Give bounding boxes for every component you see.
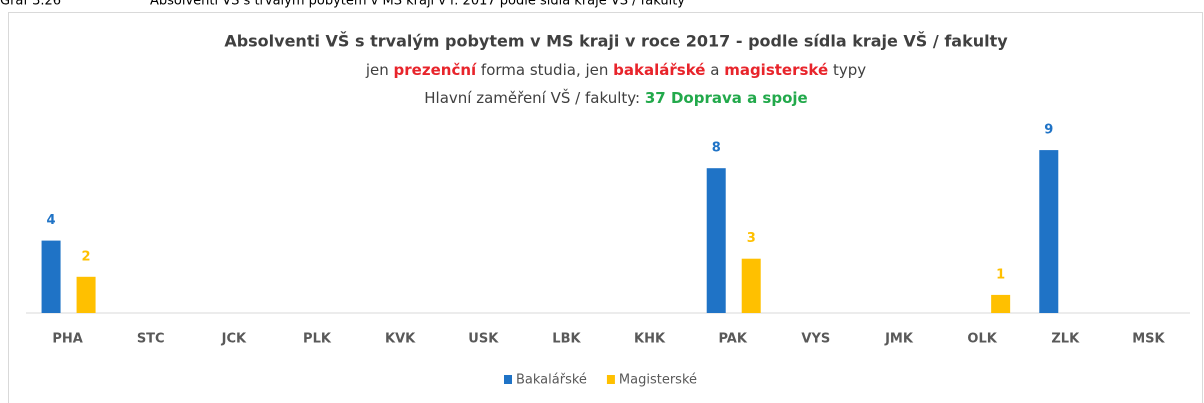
x-tick-label: STC bbox=[137, 332, 165, 347]
x-tick-label: JCK bbox=[221, 332, 247, 347]
chart-subtitle: jen prezenční forma studia, jen bakalářs… bbox=[365, 61, 866, 79]
x-tick-label: USK bbox=[468, 332, 499, 347]
text-part: 37 Doprava a spoje bbox=[645, 89, 808, 107]
bar bbox=[706, 168, 726, 313]
legend-swatch bbox=[504, 375, 512, 384]
chart-frame bbox=[8, 12, 1203, 403]
x-tick-label: PHA bbox=[52, 332, 82, 347]
text-part: magisterské bbox=[724, 61, 828, 79]
text-part: Hlavní zaměření VŠ / fakulty: bbox=[424, 88, 645, 107]
text-part: prezenční bbox=[394, 61, 477, 79]
bar bbox=[741, 258, 761, 313]
data-label: 4 bbox=[47, 213, 56, 228]
x-tick-label: ZLK bbox=[1051, 332, 1080, 347]
x-tick-label: JMK bbox=[884, 332, 914, 347]
x-tick-label: MSK bbox=[1132, 332, 1165, 347]
x-tick-label: VYS bbox=[801, 332, 830, 347]
text-part: bakalářské bbox=[613, 61, 705, 79]
x-tick-label: LBK bbox=[552, 332, 581, 347]
text-part: a bbox=[705, 61, 724, 79]
x-tick-label: OLK bbox=[967, 332, 997, 347]
bar bbox=[991, 294, 1011, 313]
bar bbox=[76, 276, 96, 313]
text-part: typy bbox=[828, 61, 866, 79]
legend-swatch bbox=[606, 375, 615, 384]
legend-label: Magisterské bbox=[619, 373, 697, 388]
data-label: 1 bbox=[996, 267, 1005, 282]
text-part: forma studia, jen bbox=[476, 61, 613, 79]
bar bbox=[1039, 150, 1059, 313]
x-tick-label: KVK bbox=[385, 332, 416, 347]
caption-number: Graf 3.26 bbox=[0, 0, 61, 9]
text-part: jen bbox=[365, 61, 394, 79]
x-tick-label: PAK bbox=[718, 332, 747, 347]
bar bbox=[41, 240, 61, 313]
x-tick-label: KHK bbox=[634, 332, 666, 347]
legend-label: Bakalářské bbox=[516, 373, 587, 388]
data-label: 9 bbox=[1044, 123, 1053, 138]
chart-focus: Hlavní zaměření VŠ / fakulty: 37 Doprava… bbox=[424, 88, 807, 107]
caption-text: Absolventi VŠ s trvalým pobytem v MS kra… bbox=[150, 0, 685, 9]
x-tick-label: PLK bbox=[303, 332, 332, 347]
data-label: 8 bbox=[712, 141, 721, 156]
chart-title: Absolventi VŠ s trvalým pobytem v MS kra… bbox=[224, 32, 1008, 51]
data-label: 3 bbox=[747, 231, 756, 246]
data-label: 2 bbox=[82, 249, 91, 264]
